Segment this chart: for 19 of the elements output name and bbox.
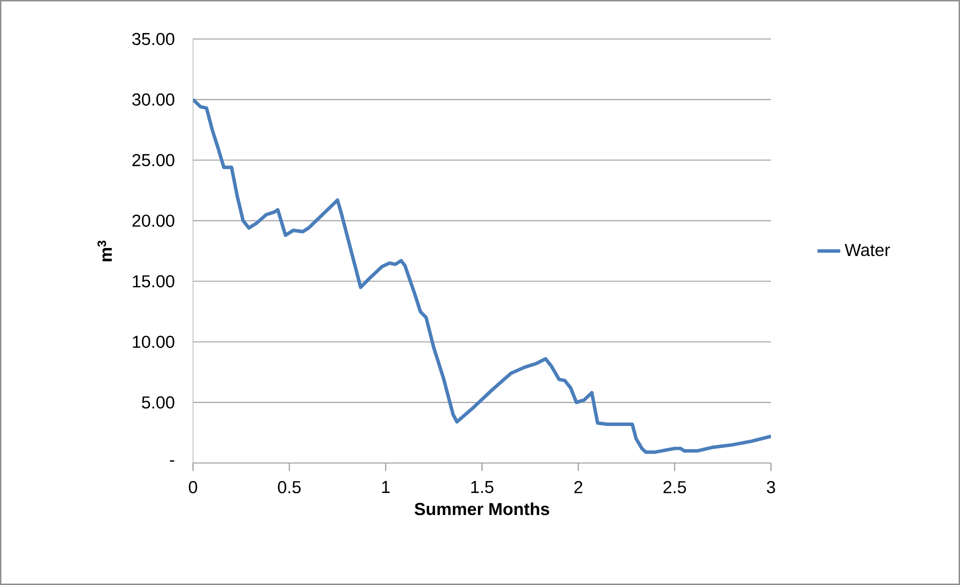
y-tick-label: 20.00: [132, 214, 174, 227]
y-tick-label: 30.00: [132, 93, 174, 106]
y-tick-label: 5.00: [142, 396, 174, 409]
x-tick-label: 3: [766, 481, 776, 494]
x-tick-label: 0: [188, 481, 198, 494]
y-tick-label: 15.00: [132, 275, 174, 288]
x-axis-title: Summer Months: [414, 502, 550, 516]
x-tick-label: 0.5: [278, 481, 301, 494]
y-tick-label: 35.00: [132, 32, 174, 46]
x-tick-label: 2: [574, 481, 582, 494]
x-tick-label: 1.5: [471, 481, 494, 494]
x-tick-label: 2.5: [663, 481, 686, 494]
line-series: [193, 98, 771, 454]
x-tick-label: 1: [382, 481, 390, 493]
y-tick-label: 25.00: [132, 154, 174, 166]
legend-label: Water: [844, 244, 890, 256]
y-tick-label: 10.00: [132, 336, 174, 348]
y-axis-title: m$^{3}$: [97, 240, 112, 262]
y-tick-label: -: [170, 460, 174, 462]
